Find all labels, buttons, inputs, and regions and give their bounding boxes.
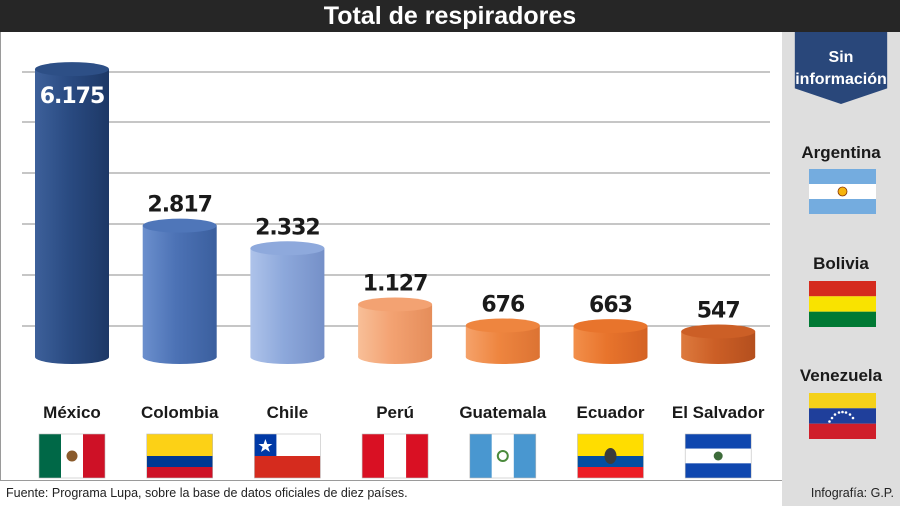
- flag-mexico-icon: [38, 433, 106, 479]
- category-label: Perú: [376, 403, 414, 422]
- bar-chart: 6.175 2.817 2.332 1.127 676 663 547 México Colo…: [22, 62, 770, 479]
- side-country-argentina: Argentina: [801, 143, 881, 162]
- flag-el-salvador-icon: [684, 433, 752, 479]
- bar: [358, 297, 433, 364]
- value-label: 6.175: [40, 84, 105, 109]
- value-label: 1.127: [363, 271, 428, 296]
- category-label: Chile: [267, 403, 309, 422]
- no-info-title-line2: información: [795, 71, 887, 88]
- bar: [250, 241, 325, 364]
- side-country-bolivia: Bolivia: [813, 254, 869, 273]
- credit-note: Infografía: G.P.: [810, 486, 894, 500]
- value-label: 547: [697, 299, 740, 324]
- value-label: 2.332: [255, 215, 320, 240]
- value-labels: 6.175 2.817 2.332 1.127 676 663 547: [40, 84, 741, 324]
- no-info-header: [794, 32, 888, 104]
- category-flags: [38, 433, 752, 479]
- flag-argentina-icon: [809, 169, 876, 214]
- bar: [681, 324, 756, 364]
- bars: [35, 62, 756, 364]
- bottom-divider: [0, 480, 782, 481]
- bar: [142, 218, 217, 364]
- flag-guatemala-icon: [469, 433, 537, 479]
- value-label: 663: [589, 293, 632, 318]
- flag-ecuador-icon: [577, 433, 644, 479]
- bar: [35, 62, 109, 364]
- category-label: Guatemala: [459, 403, 546, 422]
- side-country-venezuela: Venezuela: [799, 366, 883, 385]
- bar: [465, 318, 540, 364]
- category-labels: México Colombia Chile Perú Guatemala Ecuador E…: [43, 403, 765, 422]
- bar: [573, 319, 648, 364]
- flag-venezuela-icon: [809, 393, 876, 439]
- chart-title: Total de respiradores: [323, 2, 577, 30]
- value-label: 676: [481, 292, 525, 317]
- left-border: [0, 32, 1, 481]
- flag-peru-icon: [361, 433, 429, 479]
- category-label: Ecuador: [576, 403, 644, 422]
- category-label: Colombia: [141, 403, 219, 422]
- flag-chile-icon: [254, 433, 321, 479]
- chart-panel: [0, 32, 782, 506]
- flag-bolivia-icon: [809, 281, 876, 327]
- category-label: México: [43, 403, 101, 422]
- category-label: El Salvador: [672, 403, 765, 422]
- source-note: Fuente: Programa Lupa, sobre la base de …: [6, 486, 408, 500]
- flag-colombia-icon: [146, 433, 213, 479]
- no-info-title-line1: Sin: [828, 49, 854, 66]
- value-label: 2.817: [147, 193, 212, 218]
- title-bar: [0, 0, 900, 32]
